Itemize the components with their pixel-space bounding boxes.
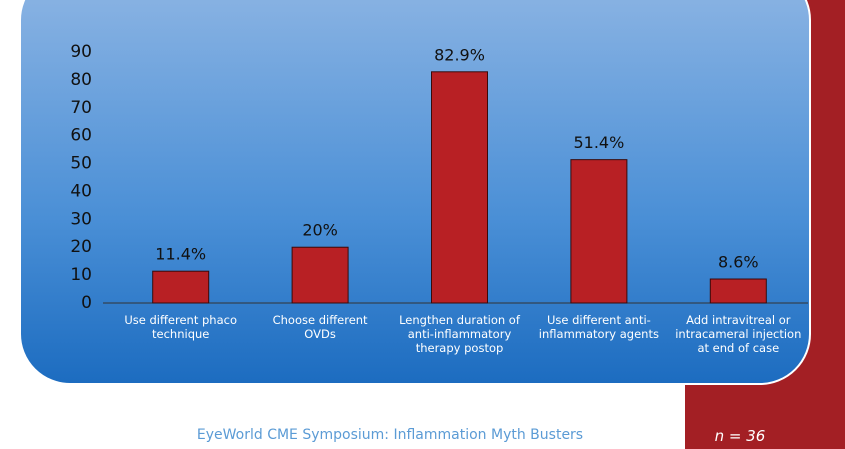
footer: EyeWorld CME Symposium: Inflammation Myt… (196, 427, 584, 443)
x-tick-label: Use different anti-inflammatory agents (538, 313, 659, 341)
x-tick-label: Choose different OVDs (272, 313, 368, 341)
data-label: 11.4% (155, 245, 206, 264)
sample-size: n = 36 (714, 427, 766, 445)
y-tick-label: 60 (70, 126, 92, 146)
y-tick-label: 40 (70, 181, 92, 201)
bar (431, 71, 488, 304)
y-tick-label: 50 (70, 154, 92, 174)
y-tick-label: 30 (70, 209, 92, 229)
y-tick-label: 70 (70, 98, 92, 118)
y-tick-label: 90 (70, 42, 92, 62)
bar (709, 278, 767, 304)
data-label: 8.6% (718, 253, 759, 272)
y-tick-label: 80 (70, 70, 92, 90)
bar (152, 270, 210, 304)
data-label: 82.9% (434, 45, 485, 64)
y-tick-label: 20 (70, 237, 92, 257)
data-label: 20% (302, 221, 338, 240)
x-tick-label: Use different phaco technique (124, 313, 237, 341)
bar (570, 159, 628, 304)
y-tick-label: 10 (70, 265, 92, 285)
bar (291, 246, 349, 304)
data-label: 51.4% (573, 133, 624, 152)
x-tick-label: Lengthen duration of anti-inflammatory t… (399, 313, 520, 355)
x-tick-label: Add intravitreal or intracameral injecti… (675, 313, 802, 355)
y-tick-label: 0 (81, 293, 92, 313)
